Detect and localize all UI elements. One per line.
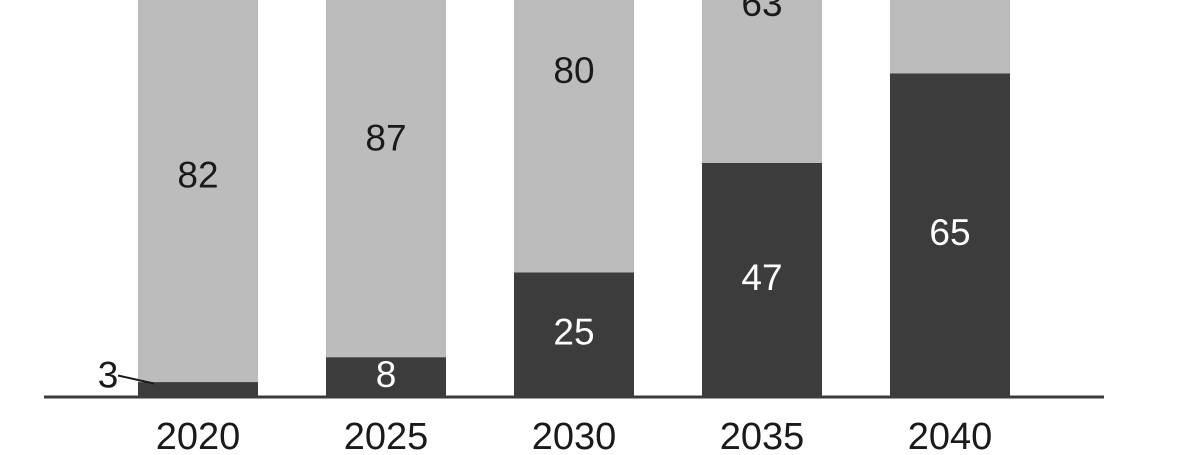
- bar-2030-segment-1: [514, 272, 634, 397]
- leader-line-2020: [117, 374, 155, 385]
- x-tick-2035: 2035: [720, 416, 805, 455]
- x-tick-2040: 2040: [908, 416, 993, 455]
- bar-2040-segment-2: [890, 0, 1010, 74]
- data-label-2040-segment-1: 65: [929, 212, 970, 253]
- bar-2035-segment-1: [702, 162, 822, 397]
- data-label-2030-segment-1: 25: [553, 312, 594, 353]
- data-label-2025-segment-2: 87: [365, 117, 406, 158]
- bar-2020-segment-2: [138, 0, 258, 383]
- bar-2025-segment-1: [326, 357, 446, 397]
- data-label-2020-segment-2: 82: [177, 155, 218, 196]
- data-label-2035-segment-1: 47: [741, 257, 782, 298]
- x-tick-2025: 2025: [344, 416, 429, 455]
- bar-2020-segment-1: [138, 382, 258, 397]
- data-labels-layer: 3 82 8 87 25 80 47 63 65: [98, 0, 971, 395]
- data-label-2035-segment-2: 63: [741, 0, 782, 24]
- data-label-2025-segment-1: 8: [376, 354, 397, 395]
- x-tick-labels: 2020 2025 2030 2035 2040: [156, 416, 993, 455]
- bar-2025-segment-2: [326, 0, 446, 358]
- bar-2035-segment-2: [702, 0, 822, 163]
- bar-2040-segment-1: [890, 73, 1010, 398]
- x-tick-2030: 2030: [532, 416, 617, 455]
- data-label-2030-segment-2: 80: [553, 50, 594, 91]
- data-label-2020-segment-1: 3: [98, 354, 119, 395]
- bars-layer: [138, 0, 1010, 398]
- bar-2030-segment-2: [514, 0, 634, 273]
- x-tick-2020: 2020: [156, 416, 241, 455]
